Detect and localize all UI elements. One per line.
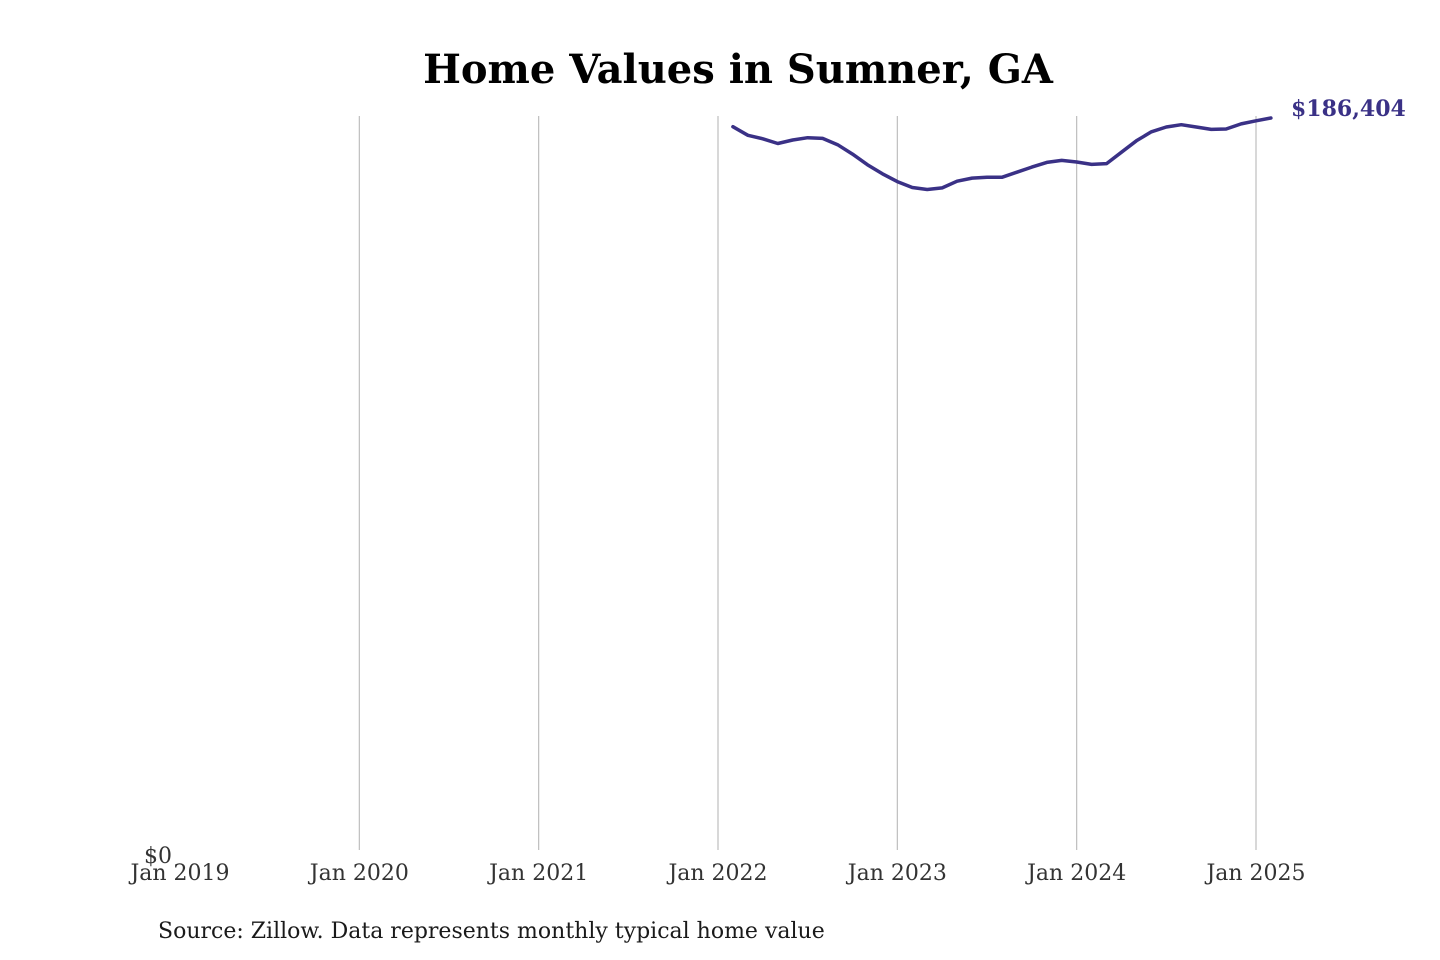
x-tick-label-2020: Jan 2020: [308, 861, 409, 886]
end-value-label: $186,404: [1291, 96, 1406, 122]
x-axis-ticks: Jan 2019 Jan 2020 Jan 2021 Jan 2022 Jan 2023…: [128, 861, 1305, 886]
x-tick-label-2023: Jan 2023: [846, 861, 947, 886]
x-tick-label-2022: Jan 2022: [666, 861, 767, 886]
gridlines: [358, 116, 1257, 850]
x-tick-label-2025: Jan 2025: [1204, 861, 1305, 886]
x-tick-label-2021: Jan 2021: [487, 861, 588, 886]
y-tick-label-0: $0: [144, 844, 172, 869]
x-tick-label-2024: Jan 2024: [1025, 861, 1126, 886]
series-line-home-value: [731, 116, 1273, 192]
chart-title: Home Values in Sumner, GA: [423, 46, 1054, 93]
source-note: Source: Zillow. Data represents monthly …: [158, 919, 825, 944]
x-tick-label-2019: Jan 2019: [128, 861, 229, 886]
